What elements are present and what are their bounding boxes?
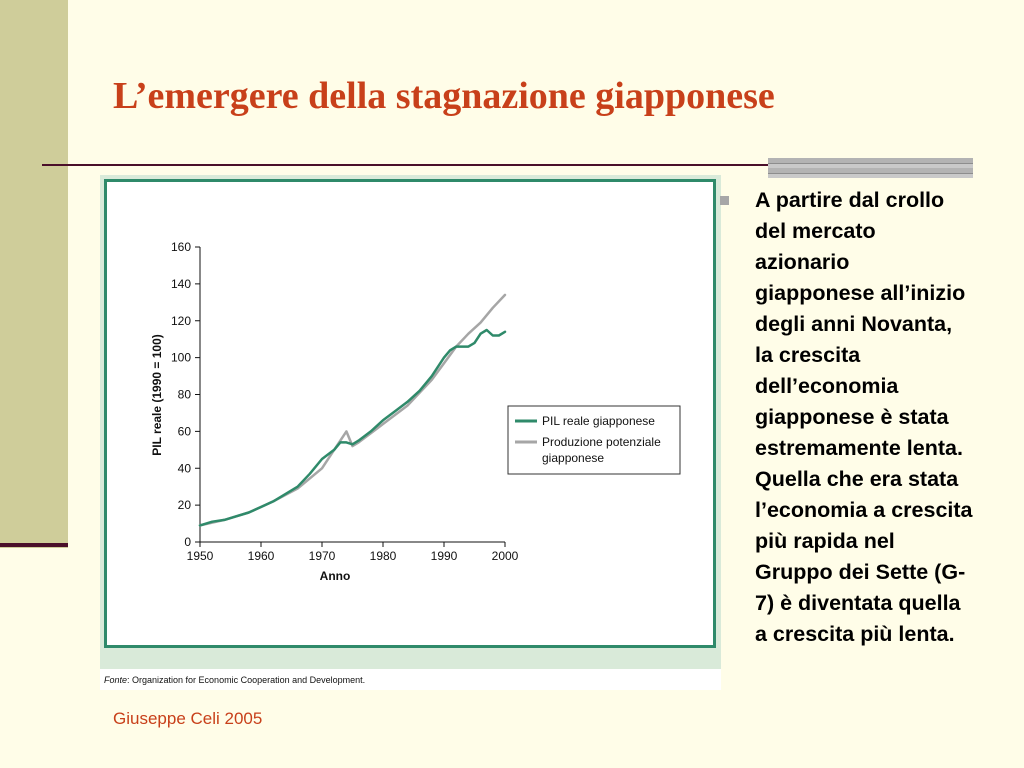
slide-title: L’emergere della stagnazione giapponese — [113, 75, 775, 117]
y-tick-label: 20 — [178, 498, 192, 512]
x-tick-label: 2000 — [492, 549, 519, 563]
series-line-produzione-potenziale — [198, 293, 507, 527]
bullet-line: a crescita più lenta. — [755, 622, 955, 646]
y-tick-label: 60 — [178, 424, 192, 438]
left-accent-rule — [0, 543, 68, 547]
y-tick-label: 120 — [171, 314, 191, 328]
x-tick-label: 1980 — [370, 549, 397, 563]
source-label: Fonte — [104, 675, 128, 685]
bullet-line: Gruppo dei Sette (G- — [755, 560, 966, 584]
y-tick-label: 140 — [171, 277, 191, 291]
legend-label-potenziale: Produzione potenziale giapponese — [542, 435, 664, 465]
bullet-line: giapponese è stata — [755, 405, 949, 429]
bullet-line: azionario — [755, 250, 850, 274]
y-tick-label: 80 — [178, 388, 192, 402]
title-rule — [42, 164, 972, 166]
legend-label-potenziale-line2: giapponese — [542, 451, 604, 465]
bullet-line: la crescita — [755, 343, 861, 367]
x-tick-label: 1950 — [187, 549, 214, 563]
figure-source: Fonte: Organization for Economic Coopera… — [104, 675, 365, 685]
bullet-line: l’economia a crescita — [755, 498, 973, 522]
footer-author: Giuseppe Celi 2005 — [113, 709, 263, 728]
bullet-marker — [720, 196, 729, 205]
bullet-line: dell’economia — [755, 374, 899, 398]
bullet-text: A partire dal crollo del mercato azionario… — [755, 185, 1017, 650]
y-tick-label: 0 — [184, 535, 191, 549]
y-axis-label: PIL reale (1990 = 100) — [150, 334, 164, 456]
bullet-line: del mercato — [755, 219, 876, 243]
y-tick-label: 160 — [171, 240, 191, 254]
bullet-line: Quella che era stata — [755, 467, 959, 491]
x-tick-label: 1990 — [431, 549, 458, 563]
legend-label-potenziale-line1: Produzione potenziale — [542, 435, 661, 449]
series-line-pil-reale — [198, 328, 507, 527]
y-tick-label: 40 — [178, 461, 192, 475]
y-tick-label: 100 — [171, 351, 191, 365]
bullet-line: degli anni Novanta, — [755, 312, 953, 336]
x-tick-label: 1960 — [248, 549, 275, 563]
source-text: : Organization for Economic Cooperation … — [127, 675, 366, 685]
legend-box — [507, 405, 681, 475]
left-accent-bar — [0, 0, 68, 548]
bullet-line: estremamente lenta. — [755, 436, 963, 460]
legend-label-pil: PIL reale giapponese — [542, 414, 655, 428]
source-strip — [100, 669, 721, 690]
bullet-line: A partire dal crollo — [755, 188, 945, 212]
bullet-line: più rapida nel — [755, 529, 895, 553]
bullet-line: 7) è diventata quella — [755, 591, 961, 615]
bullet-line: giapponese all’inizio — [755, 281, 966, 305]
title-accent-bar — [768, 158, 973, 178]
x-axis-label: Anno — [320, 569, 351, 583]
x-tick-label: 1970 — [309, 549, 336, 563]
